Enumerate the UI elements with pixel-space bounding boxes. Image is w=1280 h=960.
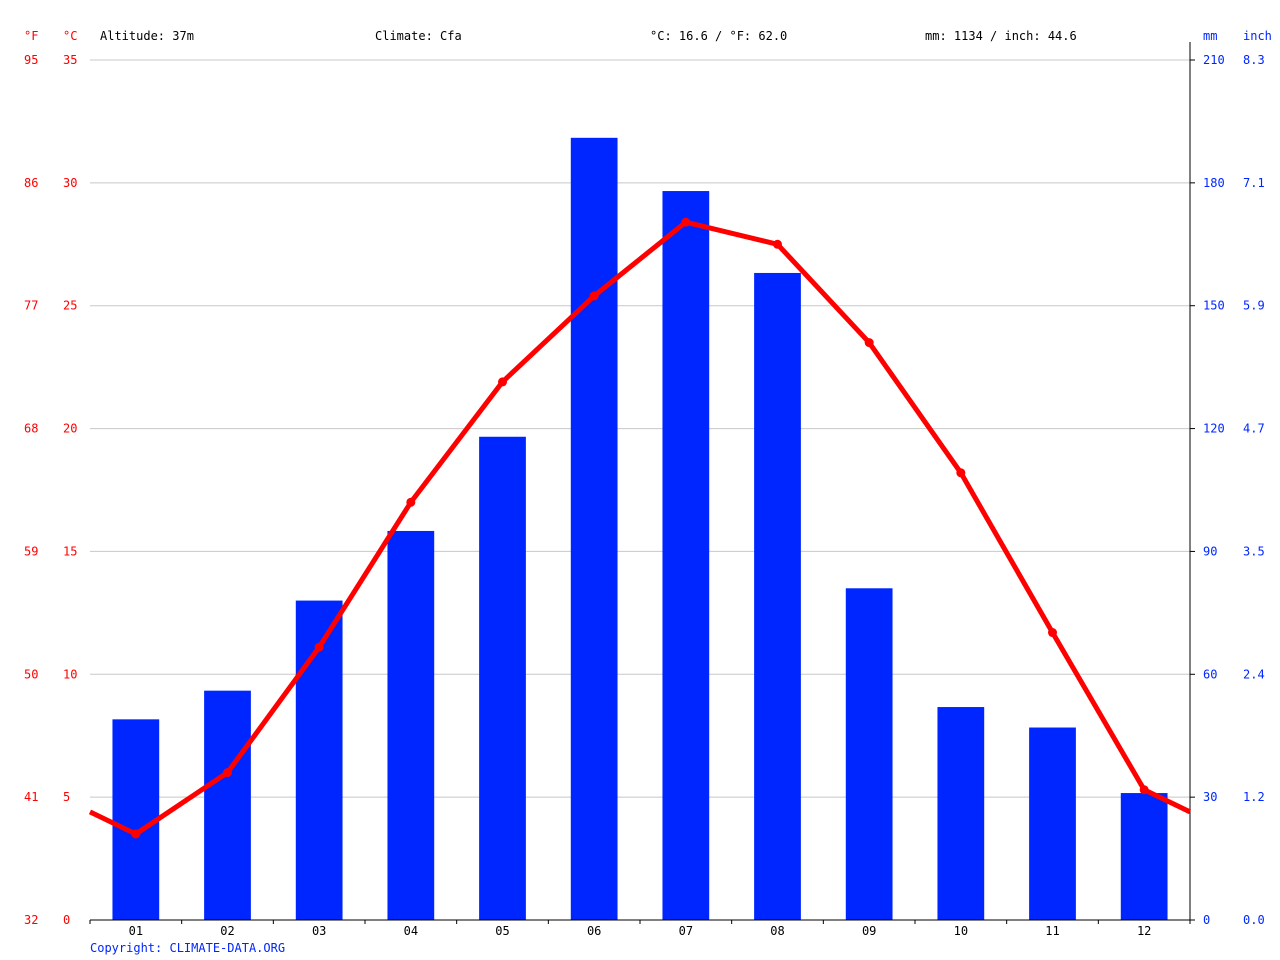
precipitation-bar xyxy=(1029,727,1076,920)
y-tick-celsius: 25 xyxy=(63,299,77,313)
temperature-point xyxy=(498,377,507,387)
y-tick-celsius: 5 xyxy=(63,790,70,804)
temperature-line xyxy=(88,217,1192,839)
precipitation-bar xyxy=(387,530,435,920)
y-tick-inch: 5.9 xyxy=(1243,299,1265,313)
precipitation-bar xyxy=(845,588,893,920)
fahrenheit-unit-label: °F xyxy=(24,29,38,43)
temperature-point xyxy=(681,217,691,227)
y-tick-celsius: 30 xyxy=(63,176,77,190)
y-tick-inch: 1.2 xyxy=(1243,790,1265,804)
y-tick-fahrenheit: 95 xyxy=(24,53,38,67)
y-tick-celsius: 0 xyxy=(63,913,70,927)
temperature-point xyxy=(1139,785,1149,795)
temperature-point xyxy=(223,768,232,778)
y-tick-mm: 150 xyxy=(1203,299,1225,313)
precipitation-bar xyxy=(479,436,526,920)
mm-unit-label: mm xyxy=(1203,29,1217,43)
y-tick-inch: 4.7 xyxy=(1243,422,1265,436)
x-tick-label: 04 xyxy=(404,924,418,938)
precipitation-bar xyxy=(937,707,985,920)
y-tick-mm: 180 xyxy=(1203,176,1225,190)
y-tick-inch: 3.5 xyxy=(1243,544,1265,558)
temperature-point xyxy=(864,338,874,348)
grid-lines xyxy=(90,59,1190,798)
y-tick-inch: 7.1 xyxy=(1243,176,1265,190)
precipitation-bar xyxy=(295,600,343,920)
x-tick-label: 10 xyxy=(954,924,968,938)
temperature-point xyxy=(1048,628,1057,638)
inch-unit-label: inch xyxy=(1243,29,1272,43)
y-tick-fahrenheit: 86 xyxy=(24,176,38,190)
temperature-line-path xyxy=(88,219,1192,837)
y-tick-inch: 8.3 xyxy=(1243,53,1265,67)
y-tick-fahrenheit: 59 xyxy=(24,544,38,558)
y-tick-fahrenheit: 68 xyxy=(24,422,38,436)
celsius-unit-label: °C xyxy=(63,29,77,43)
temperature-point xyxy=(314,642,324,652)
y-tick-celsius: 20 xyxy=(63,422,77,436)
x-tick-label: 03 xyxy=(312,924,326,938)
temperature-point xyxy=(131,829,141,839)
temperature-point xyxy=(773,239,782,249)
x-tick-label: 05 xyxy=(495,924,509,938)
y-tick-mm: 60 xyxy=(1203,667,1217,681)
y-tick-fahrenheit: 77 xyxy=(24,299,38,313)
chart-axes xyxy=(89,42,1195,924)
temperature-point xyxy=(406,497,416,507)
climate-label: Climate: Cfa xyxy=(375,29,462,43)
y-tick-fahrenheit: 32 xyxy=(24,913,38,927)
precipitation-bar xyxy=(112,719,160,920)
y-tick-mm: 0 xyxy=(1203,913,1210,927)
altitude-label: Altitude: 37m xyxy=(100,29,194,43)
y-tick-fahrenheit: 41 xyxy=(24,790,38,804)
y-tick-celsius: 10 xyxy=(63,667,77,681)
x-tick-label: 12 xyxy=(1137,924,1151,938)
precipitation-total-label: mm: 1134 / inch: 44.6 xyxy=(925,29,1077,43)
y-tick-celsius: 35 xyxy=(63,53,77,67)
x-tick-label: 11 xyxy=(1045,924,1059,938)
x-tick-label: 02 xyxy=(220,924,234,938)
x-tick-label: 08 xyxy=(770,924,784,938)
y-tick-mm: 210 xyxy=(1203,53,1225,67)
x-tick-label: 07 xyxy=(679,924,693,938)
axis-tick-labels: 32 0 0 0.041 5 30 1.250 10 60 2.459 15 90 3.568 20 120… xyxy=(24,53,1265,938)
y-tick-fahrenheit: 50 xyxy=(24,667,38,681)
y-tick-inch: 2.4 xyxy=(1243,667,1265,681)
precipitation-bar xyxy=(1120,793,1168,920)
precipitation-bar xyxy=(570,137,618,921)
y-tick-mm: 30 xyxy=(1203,790,1217,804)
x-tick-label: 01 xyxy=(129,924,143,938)
x-tick-label: 06 xyxy=(587,924,601,938)
y-tick-inch: 0.0 xyxy=(1243,913,1265,927)
precipitation-bar xyxy=(754,272,801,920)
temperature-point xyxy=(956,468,966,478)
precipitation-bar xyxy=(662,191,710,921)
precipitation-bar xyxy=(204,690,251,920)
y-tick-mm: 90 xyxy=(1203,544,1217,558)
copyright-label: Copyright: CLIMATE-DATA.ORG xyxy=(90,941,285,955)
temperature-average-label: °C: 16.6 / °F: 62.0 xyxy=(650,29,787,43)
x-tick-label: 09 xyxy=(862,924,876,938)
y-tick-celsius: 15 xyxy=(63,544,77,558)
precipitation-bars xyxy=(112,137,1168,921)
y-tick-mm: 120 xyxy=(1203,422,1225,436)
temperature-point xyxy=(589,291,599,301)
